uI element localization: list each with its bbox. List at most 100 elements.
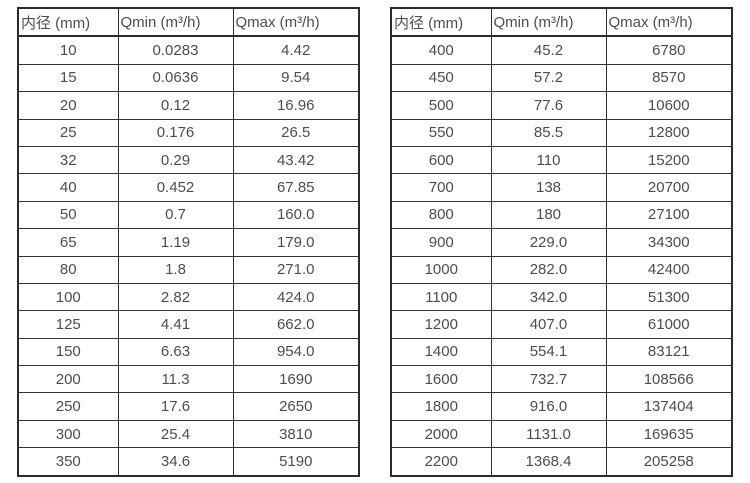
flow-rate-table-small-diameters: 内径 (mm) Qmin (m³/h) Qmax (m³/h) 10 0.0283 4.4… [17, 7, 360, 477]
column-header-qmax: Qmax (m³/h) [605, 7, 733, 38]
table-row: 1800 916.0 137404 [390, 392, 733, 421]
cell-diameter: 10 [17, 35, 119, 65]
cell-qmin: 6.63 [117, 337, 234, 367]
cell-qmax: 12800 [605, 118, 733, 147]
cell-qmax: 137404 [605, 392, 733, 421]
cell-qmax: 20700 [605, 173, 733, 202]
cell-diameter: 500 [390, 91, 492, 120]
table-row: 40 0.452 67.85 [17, 173, 360, 202]
cell-qmax: 61000 [605, 310, 733, 339]
cell-qmin: 85.5 [490, 118, 607, 147]
table-row: 550 85.5 12800 [390, 118, 733, 147]
table-row: 700 138 20700 [390, 173, 733, 202]
cell-qmin: 554.1 [490, 337, 607, 367]
cell-diameter: 80 [17, 255, 119, 284]
cell-qmax: 42400 [605, 255, 733, 284]
cell-qmax: 51300 [605, 282, 733, 312]
table-row: 80 1.8 271.0 [17, 255, 360, 284]
cell-qmin: 0.29 [117, 145, 234, 175]
cell-diameter: 350 [17, 447, 119, 477]
table-row: 600 110 15200 [390, 145, 733, 175]
cell-qmin: 25.4 [117, 419, 234, 449]
cell-qmin: 732.7 [490, 365, 607, 394]
table-row: 400 45.2 6780 [390, 35, 733, 65]
column-header-diameter: 内径 (mm) [17, 7, 119, 38]
cell-qmin: 4.41 [117, 310, 234, 339]
cell-diameter: 2200 [390, 447, 492, 477]
flow-table-left: 内径 (mm) Qmin (m³/h) Qmax (m³/h) 10 0.0283 4.4… [17, 7, 360, 477]
table-row: 32 0.29 43.42 [17, 145, 360, 175]
cell-diameter: 300 [17, 419, 119, 449]
cell-diameter: 900 [390, 228, 492, 257]
cell-diameter: 2000 [390, 419, 492, 449]
cell-diameter: 1200 [390, 310, 492, 339]
cell-qmax: 67.85 [232, 173, 360, 202]
cell-diameter: 25 [17, 118, 119, 147]
cell-qmin: 0.0636 [117, 63, 234, 93]
cell-diameter: 450 [390, 63, 492, 93]
table-row: 125 4.41 662.0 [17, 310, 360, 339]
header-row: 内径 (mm) Qmin (m³/h) Qmax (m³/h) [17, 7, 360, 38]
cell-qmax: 16.96 [232, 91, 360, 120]
cell-qmax: 4.42 [232, 35, 360, 65]
cell-diameter: 550 [390, 118, 492, 147]
cell-qmin: 180 [490, 200, 607, 230]
cell-qmin: 2.82 [117, 282, 234, 312]
table-row: 200 11.3 1690 [17, 365, 360, 394]
table-row: 450 57.2 8570 [390, 63, 733, 93]
cell-qmax: 3810 [232, 419, 360, 449]
table-row: 50 0.7 160.0 [17, 200, 360, 230]
cell-qmax: 10600 [605, 91, 733, 120]
cell-qmax: 108566 [605, 365, 733, 394]
table-row: 800 180 27100 [390, 200, 733, 230]
cell-diameter: 65 [17, 228, 119, 257]
cell-qmax: 662.0 [232, 310, 360, 339]
flow-rate-table-large-diameters: 内径 (mm) Qmin (m³/h) Qmax (m³/h) 400 45.2 6780… [390, 7, 733, 477]
cell-qmax: 5190 [232, 447, 360, 477]
table-row: 2000 1131.0 169635 [390, 419, 733, 449]
cell-qmin: 11.3 [117, 365, 234, 394]
cell-qmax: 954.0 [232, 337, 360, 367]
cell-qmax: 26.5 [232, 118, 360, 147]
table-row: 1000 282.0 42400 [390, 255, 733, 284]
cell-diameter: 1800 [390, 392, 492, 421]
cell-qmax: 179.0 [232, 228, 360, 257]
cell-qmin: 77.6 [490, 91, 607, 120]
cell-diameter: 700 [390, 173, 492, 202]
cell-qmin: 1.19 [117, 228, 234, 257]
cell-qmax: 169635 [605, 419, 733, 449]
table-row: 1600 732.7 108566 [390, 365, 733, 394]
cell-diameter: 15 [17, 63, 119, 93]
table-row: 20 0.12 16.96 [17, 91, 360, 120]
table-row: 350 34.6 5190 [17, 447, 360, 477]
cell-diameter: 1100 [390, 282, 492, 312]
cell-qmin: 342.0 [490, 282, 607, 312]
table-row: 65 1.19 179.0 [17, 228, 360, 257]
cell-qmin: 407.0 [490, 310, 607, 339]
cell-qmax: 271.0 [232, 255, 360, 284]
column-header-diameter: 内径 (mm) [390, 7, 492, 38]
table-row: 900 229.0 34300 [390, 228, 733, 257]
cell-diameter: 250 [17, 392, 119, 421]
cell-qmin: 1131.0 [490, 419, 607, 449]
table-row: 1100 342.0 51300 [390, 282, 733, 312]
cell-diameter: 100 [17, 282, 119, 312]
cell-qmin: 34.6 [117, 447, 234, 477]
table-row: 25 0.176 26.5 [17, 118, 360, 147]
flow-table-right: 内径 (mm) Qmin (m³/h) Qmax (m³/h) 400 45.2 6780… [390, 7, 733, 477]
cell-diameter: 150 [17, 337, 119, 367]
cell-qmax: 34300 [605, 228, 733, 257]
cell-qmin: 0.7 [117, 200, 234, 230]
cell-diameter: 400 [390, 35, 492, 65]
header-row: 内径 (mm) Qmin (m³/h) Qmax (m³/h) [390, 7, 733, 38]
cell-diameter: 1400 [390, 337, 492, 367]
table-row: 1200 407.0 61000 [390, 310, 733, 339]
cell-qmin: 0.0283 [117, 35, 234, 65]
cell-qmin: 45.2 [490, 35, 607, 65]
cell-diameter: 1000 [390, 255, 492, 284]
cell-qmax: 6780 [605, 35, 733, 65]
cell-qmax: 8570 [605, 63, 733, 93]
cell-qmax: 205258 [605, 447, 733, 477]
column-header-qmin: Qmin (m³/h) [117, 7, 234, 38]
table-row: 150 6.63 954.0 [17, 337, 360, 367]
